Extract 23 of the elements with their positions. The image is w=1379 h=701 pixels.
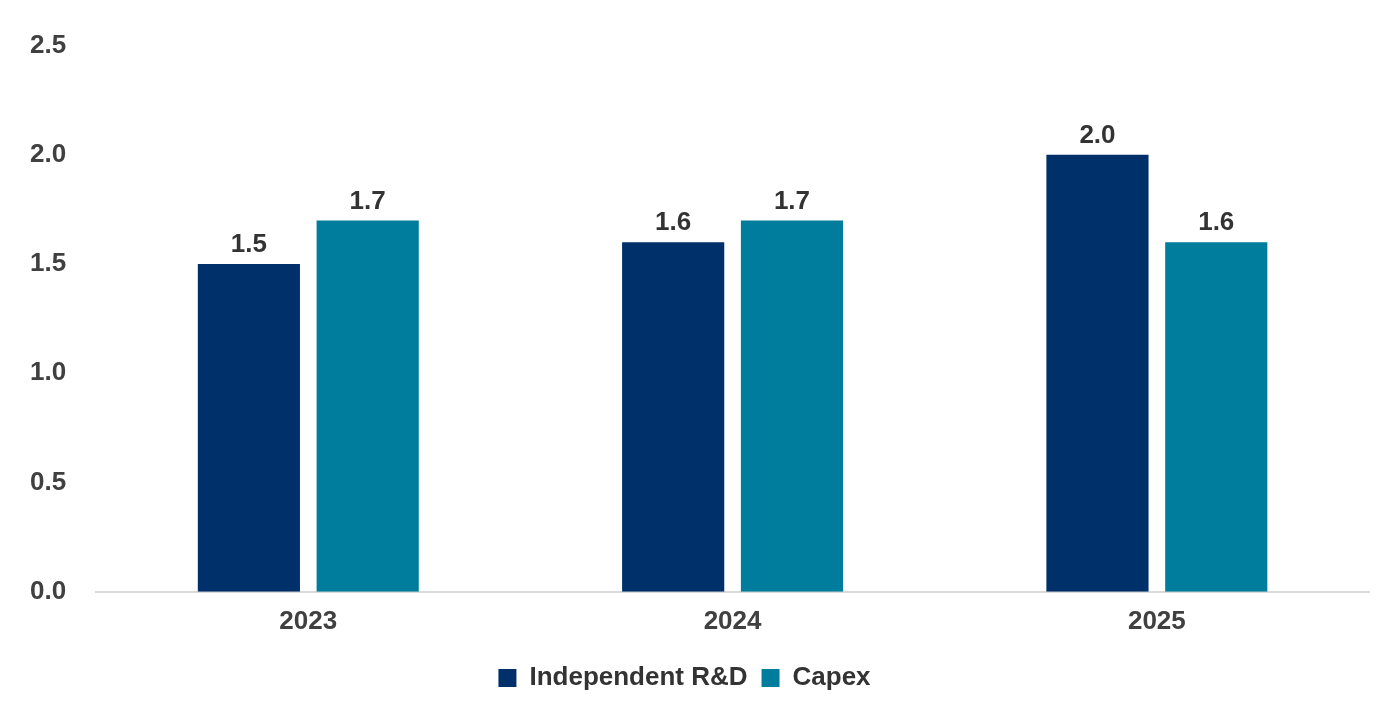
bar <box>622 242 725 592</box>
x-tick-label: 2024 <box>703 604 763 635</box>
data-label: 1.7 <box>349 184 386 215</box>
bar <box>1046 154 1149 592</box>
y-tick-label: 1.0 <box>29 356 67 387</box>
bar <box>1165 242 1268 592</box>
data-label: 1.6 <box>1198 206 1235 237</box>
y-tick-label: 2.5 <box>29 28 67 59</box>
legend-label: Independent R&D <box>529 661 748 692</box>
x-tick-label: 2025 <box>1127 604 1186 635</box>
bar <box>197 264 300 592</box>
data-label: 1.6 <box>655 206 692 237</box>
data-label: 2.0 <box>1079 119 1116 150</box>
y-tick-label: 0.5 <box>29 465 67 496</box>
y-tick-label: 1.5 <box>29 247 67 278</box>
data-label: 1.7 <box>773 184 811 215</box>
data-label: 1.5 <box>230 228 267 259</box>
x-tick-label: 2023 <box>279 604 338 635</box>
y-tick-label: 2.0 <box>29 138 67 169</box>
bar <box>316 220 419 592</box>
legend-label: Capex <box>792 661 872 692</box>
bar <box>740 220 844 592</box>
y-tick-label: 0.0 <box>29 574 67 605</box>
